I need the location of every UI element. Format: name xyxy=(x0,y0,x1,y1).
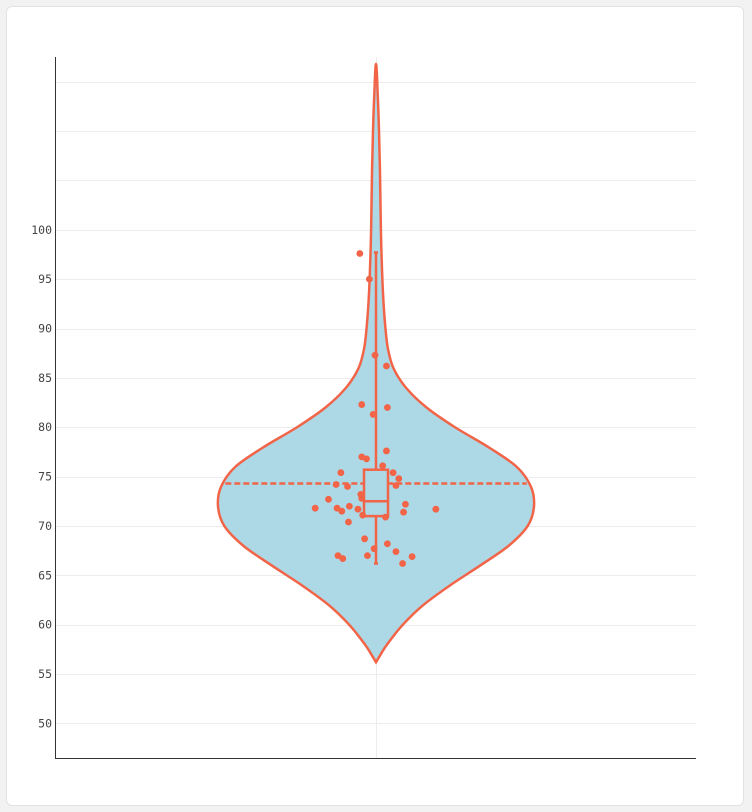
data-point xyxy=(361,535,368,543)
data-point xyxy=(358,401,366,408)
y-tick-label: 60 xyxy=(38,618,52,632)
data-point xyxy=(384,404,391,411)
data-point xyxy=(392,548,400,556)
data-point xyxy=(408,553,416,560)
data-point xyxy=(358,494,366,502)
data-point xyxy=(384,540,391,548)
data-point xyxy=(383,362,390,370)
data-point xyxy=(339,555,347,562)
data-point xyxy=(311,504,319,512)
y-tick-labels: 50 55 60 65 70 75 80 85 90 95 100 xyxy=(31,223,52,731)
y-tick-label: 100 xyxy=(31,223,52,237)
data-point xyxy=(392,482,400,489)
data-point xyxy=(432,505,440,513)
data-point xyxy=(364,552,371,559)
y-tick-label: 55 xyxy=(38,667,52,681)
iqr-box xyxy=(362,468,390,518)
data-point xyxy=(346,502,353,510)
data-point xyxy=(371,351,379,359)
data-point xyxy=(400,508,407,516)
data-point xyxy=(399,560,406,567)
y-tick-label: 90 xyxy=(38,322,52,336)
data-points xyxy=(311,250,440,567)
data-point xyxy=(344,483,351,490)
y-tick-label: 75 xyxy=(38,470,52,484)
y-tick-label: 50 xyxy=(38,716,52,730)
y-tick-label: 80 xyxy=(38,420,52,434)
data-point xyxy=(383,447,390,455)
data-point xyxy=(345,518,352,526)
data-point xyxy=(370,545,378,553)
axes xyxy=(55,57,696,759)
y-tick-label: 95 xyxy=(38,272,52,286)
data-point xyxy=(402,500,409,508)
data-point xyxy=(354,505,362,513)
data-point xyxy=(365,275,373,283)
data-point xyxy=(325,495,332,503)
data-point xyxy=(369,411,377,418)
data-point xyxy=(389,469,397,477)
data-point xyxy=(382,513,389,521)
data-point xyxy=(338,507,346,515)
data-point xyxy=(379,462,387,470)
data-point xyxy=(359,511,367,519)
data-point xyxy=(356,250,364,257)
data-point xyxy=(332,481,340,488)
data-point xyxy=(363,455,370,463)
box-plot xyxy=(362,251,390,565)
data-point xyxy=(337,469,345,477)
y-tick-label: 70 xyxy=(38,519,52,533)
y-tick-label: 85 xyxy=(38,371,52,385)
y-tick-label: 65 xyxy=(38,568,52,582)
data-point xyxy=(395,475,403,482)
